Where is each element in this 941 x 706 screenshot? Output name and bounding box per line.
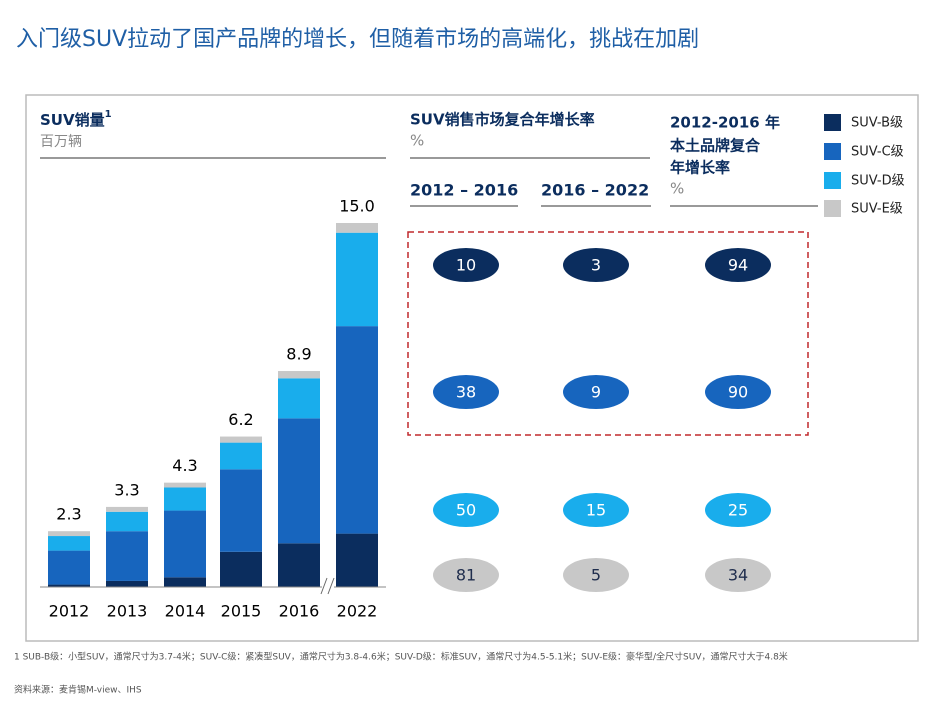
cagr-badge [563,375,629,409]
cagr-badge [705,375,771,409]
legend-label: SUV-B级 [851,116,903,131]
bar-segment [220,469,262,552]
cagr-value: 38 [456,383,476,402]
legend-swatch [824,143,841,160]
cagr-badge [433,493,499,527]
cagr-badge [433,248,499,282]
x-tick-label: 2015 [221,602,262,621]
cagr-badge [705,248,771,282]
cagr-value: 81 [456,566,476,585]
bar-segment [220,551,262,587]
cagr-badge [563,493,629,527]
bar-segment [220,436,262,443]
x-tick-label: 2013 [107,602,148,621]
source: 资料来源：麦肯锡M-view、IHS [14,684,142,696]
cagr-badge [433,375,499,409]
cagr-badge [563,248,629,282]
total-label: 15.0 [339,197,375,216]
bar-segment [106,580,148,587]
page-title: 入门级SUV拉动了国产品牌的增长，但随着市场的高端化，挑战在加剧 [16,27,699,52]
legend-swatch [824,114,841,131]
cagr-badge [433,558,499,592]
bar-segment [278,371,320,379]
cagr-badge [705,558,771,592]
bar-segment [164,482,206,488]
cagr-value: 34 [728,566,748,585]
bar-segment [164,577,206,587]
column-header: 年增长率 [670,159,730,177]
legend-label: SUV-D级 [851,174,905,189]
bar-segment [278,418,320,544]
total-label: 2.3 [56,505,81,524]
bar-segment [106,506,148,512]
cagr-value: 50 [456,501,476,520]
legend-swatch [824,172,841,189]
total-label: 4.3 [172,456,197,475]
legend-label: SUV-E级 [851,202,903,217]
frame [25,94,919,642]
total-label: 6.2 [228,410,253,429]
total-label: 3.3 [114,480,139,499]
x-tick-label: 2022 [337,602,378,621]
x-tick-label: 2012 [49,602,90,621]
bar-segment [336,232,378,327]
table-unit: % [410,132,424,150]
bar-segment [278,378,320,419]
footnote-marker: 1 [105,109,112,120]
cagr-badge [705,493,771,527]
cagr-badge [563,558,629,592]
total-label: 8.9 [286,345,311,364]
cagr-value: 9 [591,383,601,402]
highlight-box [407,231,809,436]
bar-segment [164,510,206,578]
cagr-value: 15 [586,501,606,520]
x-tick-label: 2014 [165,602,206,621]
bar-segment [48,550,90,585]
bar-segment [336,326,378,534]
bar-segment [336,533,378,587]
bar-segment [336,223,378,233]
axis-break [327,577,335,595]
cagr-value: 3 [591,256,601,275]
cagr-value: 90 [728,383,748,402]
bar-segment [48,584,90,587]
cagr-value: 94 [728,256,748,275]
bar-segment [164,487,206,511]
bar-segment [48,536,90,551]
column-header: 2016 – 2022 [541,181,649,200]
x-tick-label: 2016 [279,602,320,621]
legend-label: SUV-C级 [851,145,904,160]
bar-segment [278,543,320,587]
chart-subtitle: 百万辆 [40,134,82,150]
bar-segment [220,442,262,470]
cagr-value: 25 [728,501,748,520]
cagr-value: 10 [456,256,476,275]
table-unit: % [670,180,684,198]
footnote: 1 SUB-B级：小型SUV，通常尺寸为3.7-4米；SUV-C级：紧凑型SUV… [14,651,788,663]
chart-title-text: SUV销量 [40,111,105,129]
cagr-value: 5 [591,566,601,585]
column-header: 本土品牌复合 [670,137,761,155]
column-header: 2012 – 2016 [410,181,518,200]
bar-segment [106,531,148,581]
legend-swatch [824,200,841,217]
bar-segment [106,511,148,532]
bar-segment [48,531,90,537]
column-header: 2012-2016 年 [670,114,780,132]
table-title: SUV销售市场复合年增长率 [410,111,595,129]
axis-break [320,577,328,595]
chart-title: SUV销量1 [40,109,112,129]
